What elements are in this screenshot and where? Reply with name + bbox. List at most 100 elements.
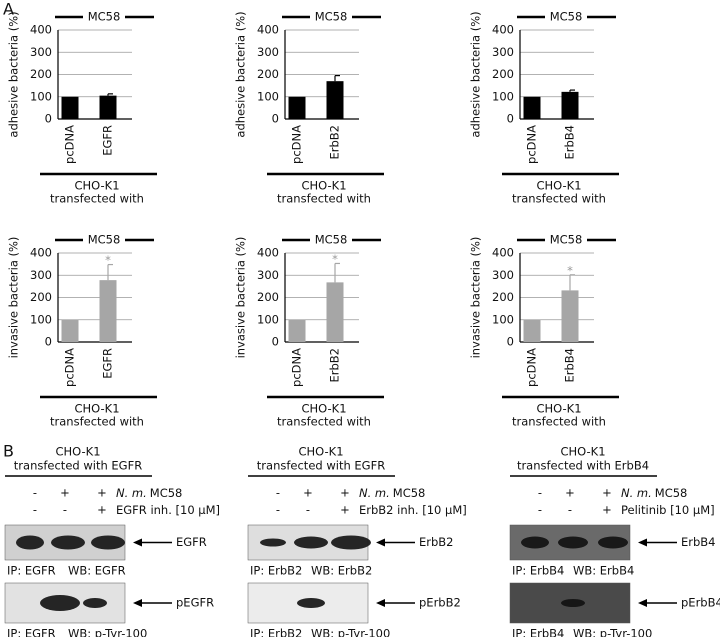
blot-header: CHO-K1 bbox=[55, 445, 100, 459]
blot-band bbox=[294, 536, 328, 549]
condition-sign: - bbox=[538, 503, 542, 517]
x-tick-label: pcDNA bbox=[525, 348, 539, 387]
y-tick-label: 200 bbox=[492, 290, 514, 304]
y-tick-label: 400 bbox=[492, 246, 514, 260]
condition-sign: - bbox=[568, 503, 572, 517]
blot-target: pEGFR bbox=[176, 596, 214, 610]
x-axis-label: CHO-K1 bbox=[536, 402, 581, 416]
y-tick-label: 300 bbox=[257, 268, 279, 282]
condition-label: EGFR inh. [10 µM] bbox=[116, 503, 220, 517]
condition-sign: + bbox=[97, 503, 107, 517]
condition-label: N. m. MC58 bbox=[621, 486, 687, 500]
y-tick-label: 0 bbox=[507, 335, 514, 349]
condition-label-text: ErbB2 inh. [10 µM] bbox=[359, 503, 467, 517]
x-axis-label: CHO-K1 bbox=[301, 179, 346, 193]
x-axis-label: transfected with bbox=[512, 192, 606, 206]
arrow-head bbox=[376, 538, 385, 547]
blot-band bbox=[51, 535, 85, 550]
x-axis-label: transfected with bbox=[50, 192, 144, 206]
bar bbox=[61, 319, 79, 342]
condition-sign: - bbox=[538, 486, 542, 500]
y-tick-label: 100 bbox=[30, 89, 52, 103]
condition-label-text: MC58 bbox=[150, 486, 183, 500]
condition-sign: + bbox=[303, 486, 313, 500]
x-tick-label: ErbB4 bbox=[563, 125, 577, 160]
chart-title: MC58 bbox=[550, 233, 583, 247]
chart-title: MC58 bbox=[88, 10, 121, 24]
condition-sign: + bbox=[602, 503, 612, 517]
y-tick-label: 200 bbox=[30, 67, 52, 81]
blot-target: pErbB4 bbox=[681, 596, 720, 610]
x-axis-label: transfected with bbox=[50, 415, 144, 429]
bar bbox=[561, 290, 579, 342]
blot-header: transfected with EGFR bbox=[257, 459, 385, 473]
chart-title: MC58 bbox=[315, 233, 348, 247]
condition-label-text: Pelitinib [10 µM] bbox=[621, 503, 715, 517]
y-tick-label: 400 bbox=[30, 23, 52, 37]
condition-label: Pelitinib [10 µM] bbox=[621, 503, 715, 517]
x-tick-label: ErbB4 bbox=[563, 348, 577, 383]
y-axis-label: invasive bacteria (%) bbox=[7, 237, 21, 359]
bar bbox=[523, 319, 541, 342]
y-tick-label: 400 bbox=[257, 23, 279, 37]
panel-label: B bbox=[3, 442, 14, 461]
x-axis-label: CHO-K1 bbox=[74, 402, 119, 416]
blot-band bbox=[297, 598, 325, 608]
arrow-head bbox=[638, 538, 647, 547]
y-tick-label: 100 bbox=[257, 89, 279, 103]
bar bbox=[288, 96, 306, 119]
significance-mark: * bbox=[105, 253, 111, 267]
x-axis-label: transfected with bbox=[277, 415, 371, 429]
x-tick-label: pcDNA bbox=[290, 348, 304, 387]
blot-target: EGFR bbox=[176, 535, 207, 549]
y-tick-label: 200 bbox=[257, 290, 279, 304]
arrow-head bbox=[133, 599, 142, 607]
blot-band bbox=[521, 536, 549, 549]
condition-sign: + bbox=[97, 486, 107, 500]
blot-target: ErbB2 bbox=[419, 535, 454, 549]
blot-band bbox=[561, 599, 585, 607]
blot-band bbox=[598, 536, 628, 549]
condition-sign: - bbox=[33, 486, 37, 500]
y-tick-label: 300 bbox=[492, 268, 514, 282]
y-tick-label: 400 bbox=[257, 246, 279, 260]
x-tick-label: ErbB2 bbox=[328, 348, 342, 383]
y-axis-label: adhesive bacteria (%) bbox=[7, 11, 21, 137]
y-axis-label: invasive bacteria (%) bbox=[234, 237, 248, 359]
y-tick-label: 0 bbox=[45, 335, 52, 349]
blot-band bbox=[83, 598, 107, 608]
blot-ip: IP: ErbB4 bbox=[512, 564, 564, 578]
condition-label: N. m. MC58 bbox=[116, 486, 182, 500]
y-tick-label: 300 bbox=[30, 45, 52, 59]
x-tick-label: ErbB2 bbox=[328, 125, 342, 160]
y-tick-label: 200 bbox=[30, 290, 52, 304]
bar bbox=[326, 81, 344, 119]
bar bbox=[326, 282, 344, 342]
chart-title: MC58 bbox=[315, 10, 348, 24]
chart-title: MC58 bbox=[550, 10, 583, 24]
y-tick-label: 100 bbox=[257, 312, 279, 326]
y-tick-label: 400 bbox=[492, 23, 514, 37]
panel-label: A bbox=[3, 0, 14, 19]
blot-ip: IP: ErbB4 bbox=[512, 627, 564, 637]
blot-header: transfected with EGFR bbox=[14, 459, 142, 473]
significance-mark: * bbox=[567, 263, 573, 277]
condition-sign: + bbox=[340, 503, 350, 517]
blot-ip: IP: EGFR bbox=[7, 627, 56, 637]
blot-wb: WB: EGFR bbox=[68, 564, 126, 578]
y-tick-label: 0 bbox=[272, 335, 279, 349]
blot-ip: IP: EGFR bbox=[7, 564, 56, 578]
blot-wb: WB: p-Tyr-100 bbox=[68, 627, 147, 637]
condition-label-italic: N. m. bbox=[116, 486, 147, 500]
blot-target: ErbB4 bbox=[681, 535, 716, 549]
x-tick-label: pcDNA bbox=[290, 125, 304, 164]
y-tick-label: 300 bbox=[492, 45, 514, 59]
condition-label-text: MC58 bbox=[655, 486, 688, 500]
y-tick-label: 100 bbox=[492, 89, 514, 103]
blot-header: CHO-K1 bbox=[560, 445, 605, 459]
condition-label-italic: N. m. bbox=[621, 486, 652, 500]
y-tick-label: 0 bbox=[45, 112, 52, 126]
chart-title: MC58 bbox=[88, 233, 121, 247]
condition-sign: - bbox=[276, 486, 280, 500]
condition-label: N. m. MC58 bbox=[359, 486, 425, 500]
